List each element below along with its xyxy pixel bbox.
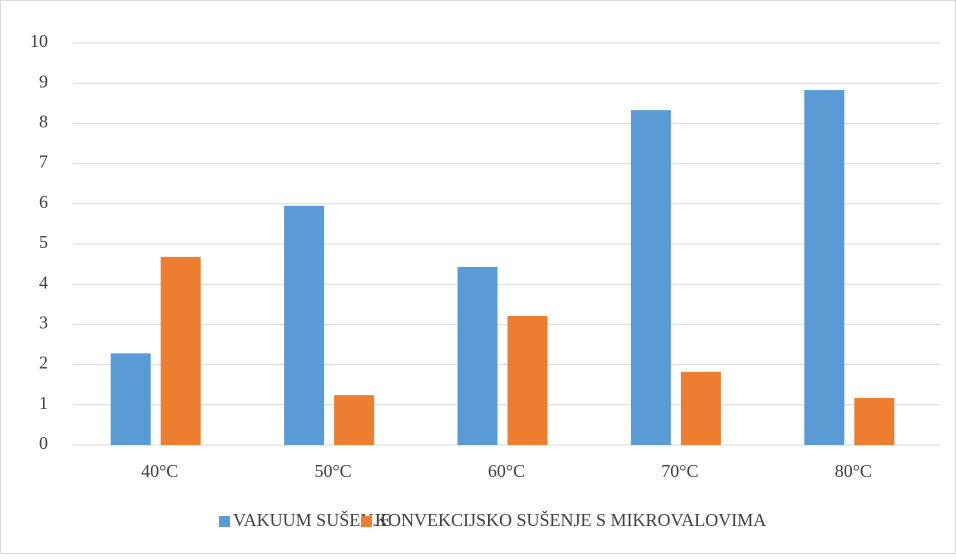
x-tick-label: 60°C (488, 461, 525, 481)
y-tick-label: 9 (39, 71, 48, 91)
legend-swatch (361, 516, 372, 527)
bar (110, 353, 151, 445)
y-tick-label: 10 (30, 31, 48, 51)
y-tick-label: 7 (39, 152, 48, 172)
y-tick-label: 5 (39, 232, 48, 252)
x-tick-label: 50°C (314, 461, 351, 481)
bar (284, 205, 325, 445)
bar (854, 397, 895, 445)
legend-swatch (219, 516, 230, 527)
bar (680, 371, 721, 445)
y-tick-label: 8 (39, 112, 48, 132)
x-tick-label: 80°C (835, 461, 872, 481)
bar (804, 90, 845, 445)
bar (334, 395, 375, 445)
bar (630, 110, 671, 445)
x-tick-label: 40°C (141, 461, 178, 481)
bar (160, 256, 201, 445)
y-tick-label: 4 (39, 272, 48, 292)
y-tick-label: 1 (39, 393, 48, 413)
legend-label: VAKUUM SUŠENJE (233, 509, 391, 530)
y-tick-label: 0 (39, 433, 48, 453)
y-tick-label: 3 (39, 313, 48, 333)
bar (507, 315, 548, 445)
x-tick-label: 70°C (661, 461, 698, 481)
y-tick-label: 6 (39, 192, 48, 212)
y-tick-label: 2 (39, 353, 48, 373)
legend-label: KONVEKCIJSKO SUŠENJE S MIKROVALOVIMA (375, 509, 766, 530)
bar (457, 266, 498, 445)
